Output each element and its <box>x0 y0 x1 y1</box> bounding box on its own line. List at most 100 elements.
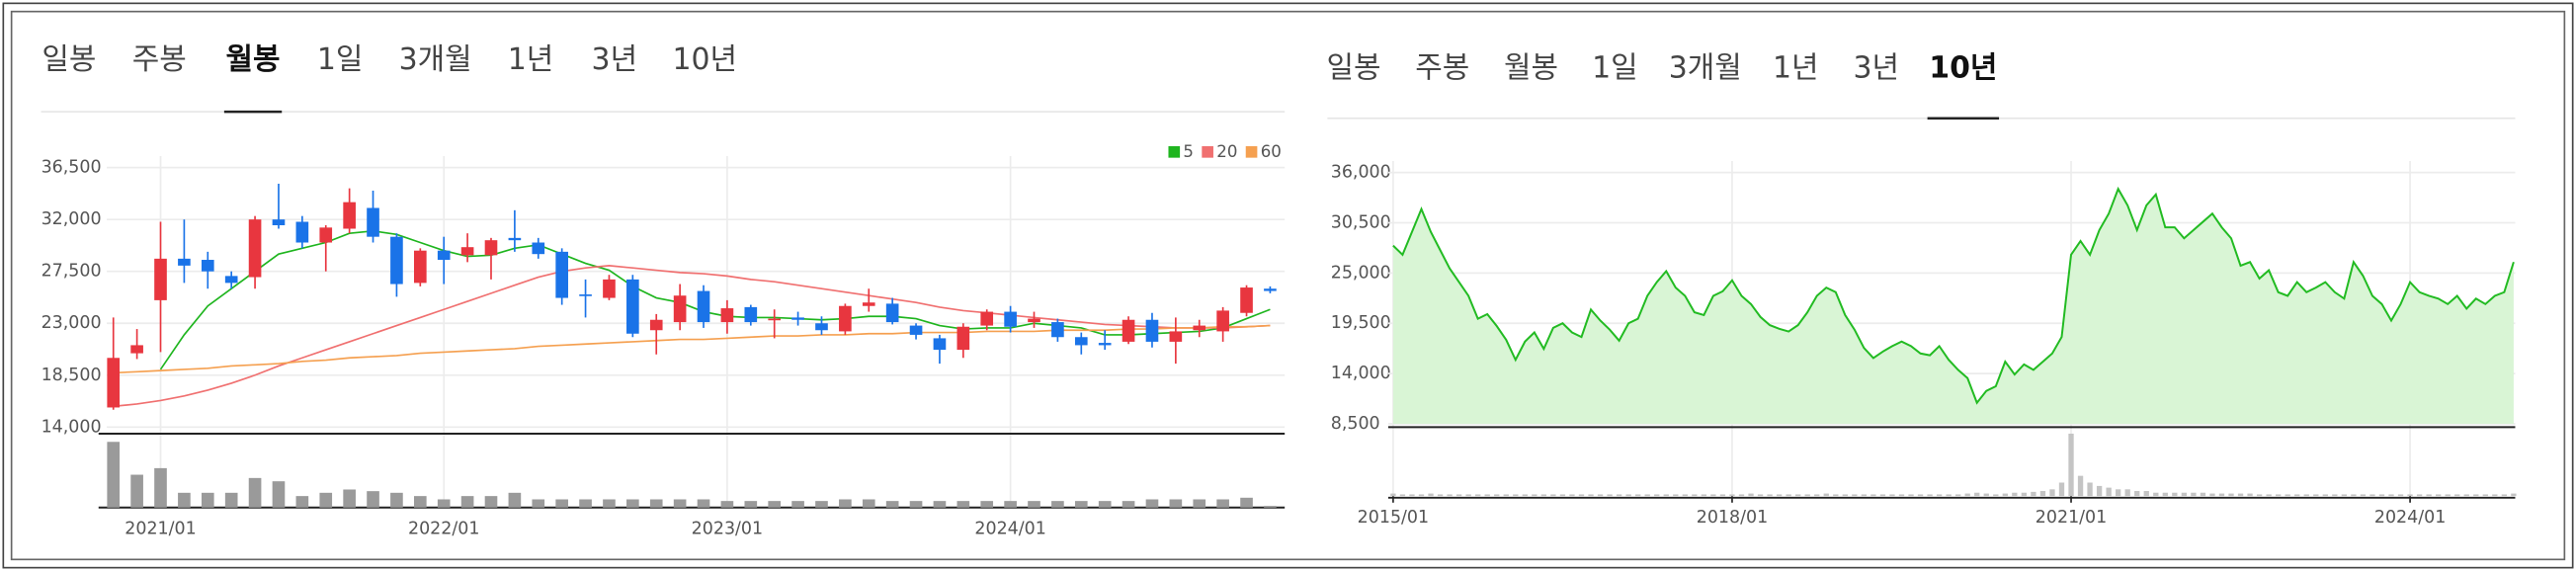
x-tick-label: 2023/01 <box>692 519 763 538</box>
volume-bar <box>178 492 191 508</box>
volume-bar <box>2096 485 2103 497</box>
tab[interactable]: 일봉 <box>42 42 96 77</box>
volume-bar <box>2228 493 2234 497</box>
volume-bar <box>2445 494 2451 497</box>
volume-bar <box>2218 493 2225 497</box>
tab[interactable]: 1일 <box>317 42 364 77</box>
volume-bar <box>1578 494 1585 497</box>
volume-bar <box>2172 492 2178 497</box>
volume-bar <box>1503 494 1509 497</box>
volume-bar <box>1193 499 1206 508</box>
volume-bar <box>862 499 875 508</box>
volume-bar <box>2124 489 2130 497</box>
volume-bar <box>1898 494 1905 497</box>
tab[interactable]: 1년 <box>1773 50 1819 85</box>
candle-body <box>768 318 782 321</box>
volume-bar <box>1917 494 1924 497</box>
candle-body <box>367 207 379 237</box>
candle-body <box>980 311 994 326</box>
tab[interactable]: 일봉 <box>1326 50 1380 85</box>
volume-bar <box>697 499 710 508</box>
volume-bar <box>2002 493 2008 497</box>
volume-bar <box>2313 494 2319 497</box>
candle-body <box>744 306 758 323</box>
volume-bar <box>1852 494 1858 497</box>
volume-bar <box>603 499 616 508</box>
tab[interactable]: 3개월 <box>399 42 472 77</box>
volume-bar <box>2116 489 2121 497</box>
tab[interactable]: 월봉 <box>1504 50 1558 85</box>
volume-bar <box>248 477 262 508</box>
volume-bar <box>1701 494 1707 497</box>
candle-body <box>319 227 333 243</box>
volume-bar <box>1455 494 1462 497</box>
volume-bar <box>720 501 734 508</box>
volume-bar <box>1823 493 1829 497</box>
volume-bar <box>1169 499 1183 508</box>
tab[interactable]: 주봉 <box>1415 50 1469 85</box>
volume-bar <box>1682 494 1688 497</box>
volume-bar <box>2407 494 2413 497</box>
volume-bar <box>885 501 899 508</box>
y-tick-label: 8,500 <box>1331 414 1380 434</box>
volume-bar <box>1889 494 1895 497</box>
candle-body <box>343 202 356 229</box>
volume-bar <box>1654 494 1660 497</box>
tab[interactable]: 3개월 <box>1669 50 1742 85</box>
volume-bar <box>1447 494 1453 497</box>
candle-body <box>909 325 923 335</box>
volume-bar <box>2426 494 2432 497</box>
y-tick-label: 23,000 <box>42 313 102 333</box>
volume-bar <box>2162 492 2168 497</box>
candle-body <box>839 305 852 332</box>
volume-bar <box>2322 494 2328 497</box>
volume-bar <box>1710 494 1716 497</box>
volume-bar <box>2294 494 2300 497</box>
legend-label: 20 <box>1216 142 1237 161</box>
volume-bar <box>2134 491 2140 497</box>
volume-bar <box>1465 494 1471 497</box>
volume-bar <box>2266 494 2272 497</box>
volume-bar <box>1475 494 1481 497</box>
x-tick-label: 2024/01 <box>2374 508 2446 528</box>
volume-bar <box>2049 489 2055 497</box>
volume-bar <box>1418 494 1425 497</box>
volume-bar <box>2463 494 2469 497</box>
volume-bar <box>1974 492 1980 497</box>
volume-bar <box>768 501 782 508</box>
tab[interactable]: 1년 <box>508 42 554 77</box>
volume-bar <box>1532 494 1537 497</box>
candle-body <box>1264 288 1277 291</box>
volume-bar <box>1122 501 1135 508</box>
volume-bar <box>1729 494 1735 497</box>
tab[interactable]: 1일 <box>1592 50 1638 85</box>
volume-bar <box>1428 493 1434 497</box>
candle-body <box>1074 337 1088 346</box>
volume-bar <box>107 442 121 508</box>
tab[interactable]: 10년 <box>1929 50 1997 85</box>
volume-bar <box>1607 494 1613 497</box>
y-tick-label: 36,000 <box>1331 163 1391 183</box>
tab[interactable]: 3년 <box>592 42 638 77</box>
y-tick-label: 32,000 <box>42 209 102 229</box>
volume-bar <box>2397 494 2404 497</box>
candle-body <box>956 326 970 351</box>
legend-label: 5 <box>1183 142 1194 161</box>
volume-bar <box>390 492 403 508</box>
volume-bar <box>1145 499 1159 508</box>
volume-bar <box>1955 494 1961 497</box>
volume-bar <box>1409 494 1415 497</box>
volume-bar <box>1738 494 1745 497</box>
volume-bar <box>1484 494 1490 497</box>
volume-bar <box>1437 494 1444 497</box>
volume-bar <box>744 501 758 508</box>
volume-bar <box>319 492 333 508</box>
tab[interactable]: 10년 <box>672 42 737 77</box>
tab[interactable]: 월봉 <box>226 42 281 77</box>
volume-bar <box>1879 494 1886 497</box>
volume-bar <box>2285 494 2290 497</box>
tab[interactable]: 3년 <box>1853 50 1899 85</box>
candle-body <box>1098 343 1112 346</box>
tab[interactable]: 주봉 <box>132 42 187 77</box>
volume-bar <box>2058 482 2065 497</box>
